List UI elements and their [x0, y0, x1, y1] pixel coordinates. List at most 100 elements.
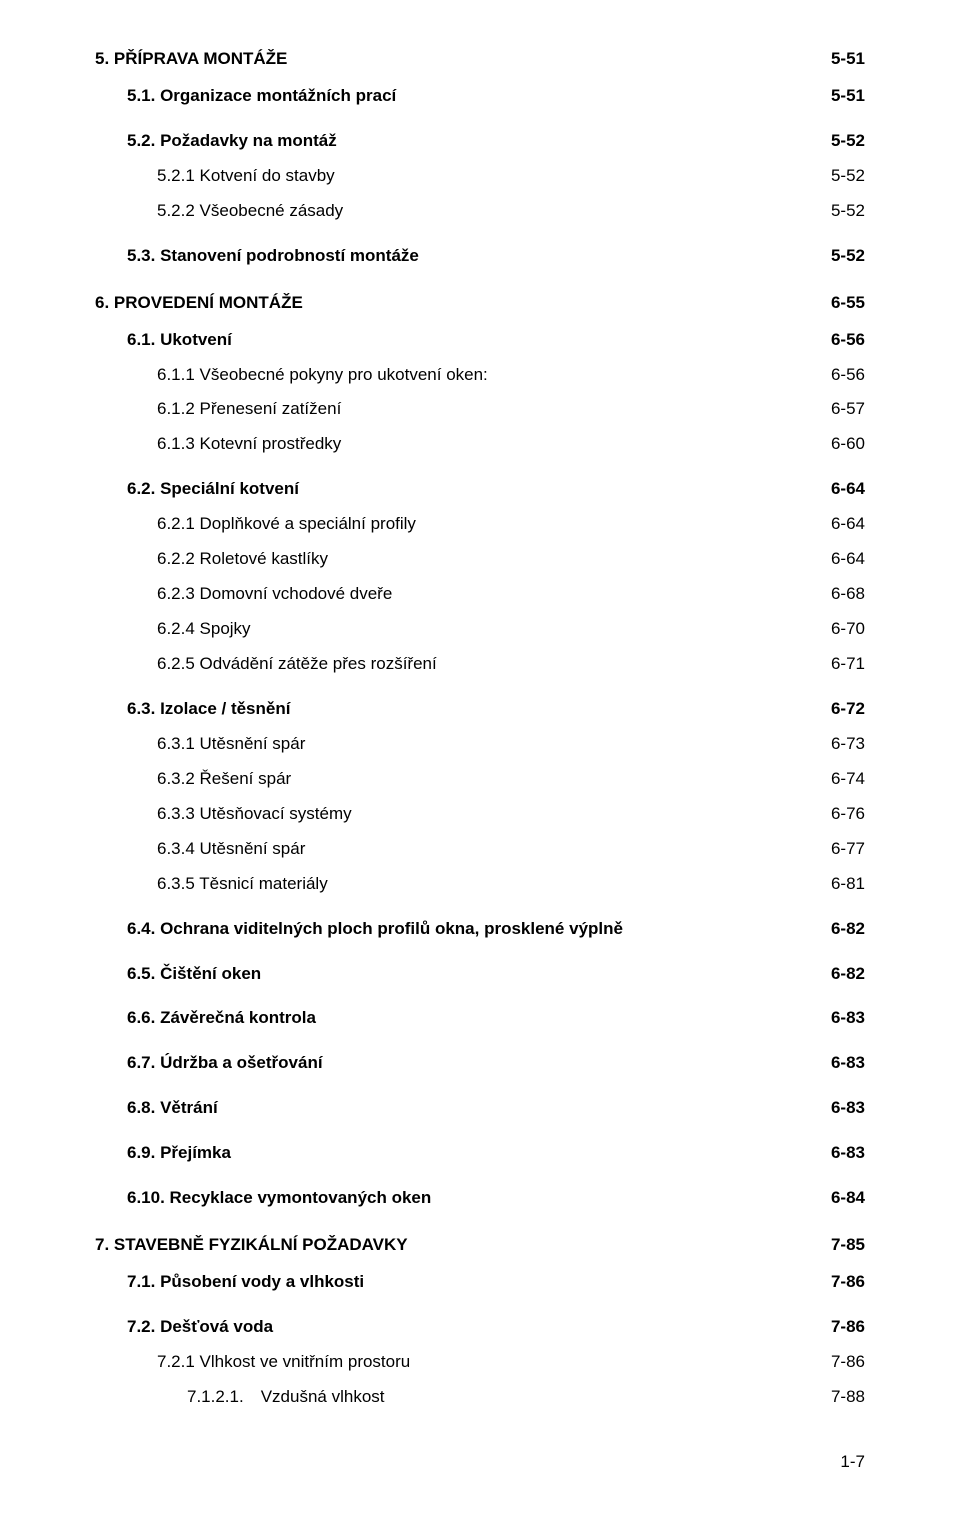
toc-entry-page: 6-57 [831, 398, 865, 421]
toc-entry-label: 7.2. Dešťová voda [127, 1316, 831, 1339]
toc-entry: 5.2.2 Všeobecné zásady5-52 [95, 200, 865, 223]
toc-entry-page: 6-56 [831, 329, 865, 352]
toc-entry-page: 6-60 [831, 433, 865, 456]
toc-entry-page: 6-70 [831, 618, 865, 641]
toc-entry-label: 6.4. Ochrana viditelných ploch profilů o… [127, 918, 831, 941]
toc-entry-label: 5. PŘÍPRAVA MONTÁŽE [95, 48, 831, 71]
toc-entry: 6.2.3 Domovní vchodové dveře6-68 [95, 583, 865, 606]
toc-entry: 6. PROVEDENÍ MONTÁŽE6-55 [95, 292, 865, 315]
toc-entry: 6.3.5 Těsnicí materiály6-81 [95, 873, 865, 896]
toc-entry-page: 6-82 [831, 963, 865, 986]
toc-entry-label: 6.10. Recyklace vymontovaných oken [127, 1187, 831, 1210]
toc-entry-label: 6.3. Izolace / těsnění [127, 698, 831, 721]
toc-entry: 7.1.2.1. Vzdušná vlhkost7-88 [95, 1386, 865, 1409]
toc-entry-label: 6.2. Speciální kotvení [127, 478, 831, 501]
toc-entry-page: 6-64 [831, 513, 865, 536]
toc-entry-page: 6-64 [831, 478, 865, 501]
toc-entry-label: 5.2. Požadavky na montáž [127, 130, 831, 153]
toc-entry-page: 7-88 [831, 1386, 865, 1409]
toc-entry: 6.3.3 Utěsňovací systémy6-76 [95, 803, 865, 826]
toc-entry: 5.1. Organizace montážních prací5-51 [95, 85, 865, 108]
toc-entry-label: 6.3.3 Utěsňovací systémy [157, 803, 831, 826]
toc-entry-label: 6.9. Přejímka [127, 1142, 831, 1165]
toc-entry-page: 5-52 [831, 200, 865, 223]
toc-entry-label: 6.8. Větrání [127, 1097, 831, 1120]
toc-entry: 6.10. Recyklace vymontovaných oken6-84 [95, 1187, 865, 1210]
toc-entry-page: 6-83 [831, 1007, 865, 1030]
toc-entry: 6.5. Čištění oken6-82 [95, 963, 865, 986]
toc-entry-label: 7. STAVEBNĚ FYZIKÁLNÍ POŽADAVKY [95, 1234, 831, 1257]
toc-entry: 6.2.1 Doplňkové a speciální profily6-64 [95, 513, 865, 536]
toc-entry-page: 5-52 [831, 165, 865, 188]
toc-entry-label: 6.3.4 Utěsnění spár [157, 838, 831, 861]
toc-entry-page: 6-74 [831, 768, 865, 791]
toc-entry-page: 7-86 [831, 1351, 865, 1374]
toc-entry-page: 6-81 [831, 873, 865, 896]
toc-entry-page: 6-83 [831, 1097, 865, 1120]
toc-entry-page: 7-86 [831, 1271, 865, 1294]
toc-entry-page: 5-51 [831, 48, 865, 71]
toc-entry: 5.3. Stanovení podrobností montáže5-52 [95, 245, 865, 268]
toc-entry-page: 6-84 [831, 1187, 865, 1210]
toc-entry-page: 6-73 [831, 733, 865, 756]
toc-entry-label: 6.2.3 Domovní vchodové dveře [157, 583, 831, 606]
toc-entry-label: 6.1.1 Všeobecné pokyny pro ukotvení oken… [157, 364, 831, 387]
toc-entry: 6.2.2 Roletové kastlíky6-64 [95, 548, 865, 571]
toc-entry-label: 6.2.2 Roletové kastlíky [157, 548, 831, 571]
toc-entry: 6.1.2 Přenesení zatížení6-57 [95, 398, 865, 421]
toc-entry: 6.3.4 Utěsnění spár6-77 [95, 838, 865, 861]
toc-entry-label: 6.5. Čištění oken [127, 963, 831, 986]
toc-entry-label: 6.3.2 Řešení spár [157, 768, 831, 791]
table-of-contents: 5. PŘÍPRAVA MONTÁŽE5-515.1. Organizace m… [95, 48, 865, 1409]
toc-entry-label: 6.2.5 Odvádění zátěže přes rozšíření [157, 653, 831, 676]
toc-entry: 6.1.3 Kotevní prostředky6-60 [95, 433, 865, 456]
toc-entry: 6.2.4 Spojky6-70 [95, 618, 865, 641]
toc-entry-page: 5-52 [831, 245, 865, 268]
toc-entry-page: 6-68 [831, 583, 865, 606]
toc-entry: 6.6. Závěrečná kontrola6-83 [95, 1007, 865, 1030]
toc-entry: 6.7. Údržba a ošetřování6-83 [95, 1052, 865, 1075]
toc-entry-label: 6.3.1 Utěsnění spár [157, 733, 831, 756]
toc-entry-page: 5-51 [831, 85, 865, 108]
toc-entry-label: 6.1. Ukotvení [127, 329, 831, 352]
toc-entry-page: 6-83 [831, 1052, 865, 1075]
toc-entry-page: 6-56 [831, 364, 865, 387]
toc-entry: 6.2. Speciální kotvení6-64 [95, 478, 865, 501]
toc-entry-label: 6.7. Údržba a ošetřování [127, 1052, 831, 1075]
toc-entry: 7.1. Působení vody a vlhkosti7-86 [95, 1271, 865, 1294]
toc-entry-page: 6-76 [831, 803, 865, 826]
toc-entry: 5. PŘÍPRAVA MONTÁŽE5-51 [95, 48, 865, 71]
toc-entry-label: 7.1.2.1. Vzdušná vlhkost [187, 1386, 831, 1409]
toc-entry-page: 6-71 [831, 653, 865, 676]
toc-entry-label: 6. PROVEDENÍ MONTÁŽE [95, 292, 831, 315]
toc-entry: 6.9. Přejímka6-83 [95, 1142, 865, 1165]
toc-entry-label: 6.1.3 Kotevní prostředky [157, 433, 831, 456]
toc-entry-page: 7-85 [831, 1234, 865, 1257]
toc-entry: 6.2.5 Odvádění zátěže přes rozšíření6-71 [95, 653, 865, 676]
toc-entry-label: 7.1. Působení vody a vlhkosti [127, 1271, 831, 1294]
toc-entry: 6.1.1 Všeobecné pokyny pro ukotvení oken… [95, 364, 865, 387]
toc-entry: 6.3.1 Utěsnění spár6-73 [95, 733, 865, 756]
toc-entry: 5.2. Požadavky na montáž5-52 [95, 130, 865, 153]
page-number: 1-7 [95, 1451, 865, 1474]
toc-entry-label: 6.3.5 Těsnicí materiály [157, 873, 831, 896]
toc-entry-page: 6-83 [831, 1142, 865, 1165]
toc-entry-page: 6-77 [831, 838, 865, 861]
toc-entry-page: 6-72 [831, 698, 865, 721]
toc-entry: 5.2.1 Kotvení do stavby5-52 [95, 165, 865, 188]
toc-entry-page: 6-64 [831, 548, 865, 571]
toc-entry-label: 5.2.1 Kotvení do stavby [157, 165, 831, 188]
toc-entry-label: 5.3. Stanovení podrobností montáže [127, 245, 831, 268]
toc-entry-page: 6-82 [831, 918, 865, 941]
toc-entry: 7.2. Dešťová voda7-86 [95, 1316, 865, 1339]
toc-entry-label: 5.2.2 Všeobecné zásady [157, 200, 831, 223]
toc-entry-label: 7.2.1 Vlhkost ve vnitřním prostoru [157, 1351, 831, 1374]
toc-entry-label: 6.6. Závěrečná kontrola [127, 1007, 831, 1030]
toc-entry-page: 5-52 [831, 130, 865, 153]
toc-entry: 6.1. Ukotvení6-56 [95, 329, 865, 352]
toc-entry-page: 6-55 [831, 292, 865, 315]
toc-entry: 6.8. Větrání6-83 [95, 1097, 865, 1120]
toc-entry: 7. STAVEBNĚ FYZIKÁLNÍ POŽADAVKY7-85 [95, 1234, 865, 1257]
toc-entry-label: 5.1. Organizace montážních prací [127, 85, 831, 108]
toc-entry: 6.3. Izolace / těsnění6-72 [95, 698, 865, 721]
